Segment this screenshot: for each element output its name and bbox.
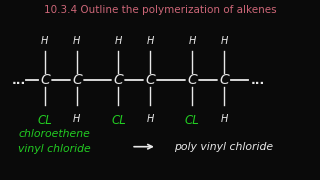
Text: C: C (219, 73, 229, 87)
Text: CL: CL (37, 114, 52, 127)
Text: CL: CL (111, 114, 126, 127)
Text: ...: ... (251, 74, 265, 87)
Text: H: H (188, 36, 196, 46)
Text: C: C (40, 73, 50, 87)
Text: 10.3.4 Outline the polymerization of alkenes: 10.3.4 Outline the polymerization of alk… (44, 5, 276, 15)
Text: vinyl chloride: vinyl chloride (18, 143, 91, 154)
Text: H: H (220, 36, 228, 46)
Text: H: H (220, 114, 228, 124)
Text: H: H (73, 36, 81, 46)
Text: H: H (147, 36, 154, 46)
Text: ...: ... (12, 74, 26, 87)
Text: H: H (115, 36, 122, 46)
Text: C: C (187, 73, 197, 87)
Text: poly vinyl chloride: poly vinyl chloride (174, 142, 274, 152)
Text: CL: CL (185, 114, 199, 127)
Text: H: H (73, 114, 81, 124)
Text: C: C (114, 73, 123, 87)
Text: chloroethene: chloroethene (19, 129, 90, 139)
Text: C: C (146, 73, 155, 87)
Text: C: C (72, 73, 82, 87)
Text: H: H (41, 36, 49, 46)
Text: H: H (147, 114, 154, 124)
